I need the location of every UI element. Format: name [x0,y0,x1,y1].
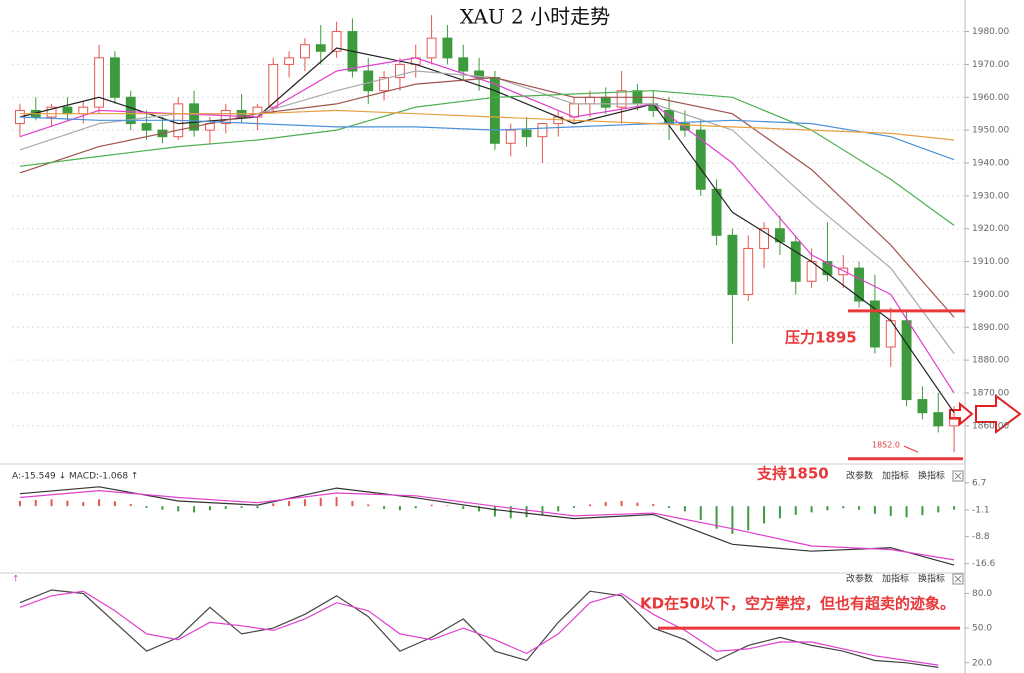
annotation: 压力1895 [785,329,857,347]
candle-body [616,90,627,108]
candle-body [62,106,73,115]
candle-body [838,267,849,276]
indicator-button[interactable]: 换指标 [918,470,945,482]
candle-body [854,267,865,302]
candle-body [521,129,532,138]
candle-body [141,123,152,131]
candle-body [474,70,485,79]
y-tick-label: 1870.00 [972,389,1009,399]
candle-body [489,77,500,144]
close-icon [954,472,962,480]
candle-body [949,418,960,427]
y-tick-label: 1890.00 [972,323,1009,333]
y-tick-label: -8.8 [972,532,990,542]
candle-body [315,44,326,52]
y-tick-label: 20.0 [972,658,992,668]
candle-body [505,129,516,144]
y-tick-label: 1960.00 [972,93,1009,103]
candle-body [901,320,912,401]
candle-body [331,31,342,52]
candle-body [458,57,469,72]
candle-body [664,109,675,125]
indicator-line [19,76,955,318]
candle-body [569,103,580,118]
y-tick-label: 1920.00 [972,224,1009,234]
candle-body [284,57,295,65]
y-tick-label: 50.0 [972,624,992,634]
low-label: 1852.0 [872,441,900,450]
y-tick-label: -1.1 [972,505,990,515]
candle-body [695,129,706,190]
y-tick-label: -16.6 [972,559,996,569]
y-tick-label: 1900.00 [972,290,1009,300]
candle-body [379,77,390,92]
candle-body [584,96,595,105]
indicator-line [19,486,955,566]
indicator-line [19,489,955,561]
candle-body [394,63,405,79]
candle-body [917,399,928,414]
indicator-button[interactable]: 改参数 [846,470,873,482]
candle-body [78,106,89,115]
candle-body [220,109,231,125]
candle-body [46,106,57,118]
y-tick-label: 1860.00 [972,421,1009,431]
y-tick-label: 1970.00 [972,60,1009,70]
candle-body [189,103,200,131]
candle-body [125,96,136,125]
indicator-button[interactable]: 换指标 [918,573,945,585]
indicator-button[interactable]: 加指标 [882,573,909,585]
candle-body [711,188,722,236]
candle-body [869,300,880,348]
candle-body [790,241,801,282]
indicator-line [19,590,939,666]
candle-body [822,261,833,276]
indicator-line [19,116,955,161]
candle-body [299,44,310,59]
arrow-icon [975,394,1022,434]
candle-body [727,234,738,295]
candle-body [363,70,374,92]
low-marker [903,445,919,453]
candle-body [743,247,754,295]
candle-body [94,57,105,108]
y-tick-label: 80.0 [972,589,992,599]
candle-body [933,412,944,427]
indicator-line [19,47,955,414]
annotation: KD在50以下，空方掌控，但也有超卖的迹象。 [640,595,955,613]
indicator-line [19,109,955,141]
candle-body [537,123,548,138]
y-tick-label: 6.7 [972,478,986,488]
candle-body [600,96,611,108]
indicator-button[interactable]: 加指标 [882,470,909,482]
y-tick-label: 1940.00 [972,159,1009,169]
indicator-header: ↑ [12,575,20,585]
indicator-button[interactable]: 改参数 [846,573,873,585]
annotation: 支持1850 [756,465,829,483]
candle-body [426,37,437,59]
y-tick-label: 1980.00 [972,27,1009,37]
indicator-header: A:-15.549 ↓ MACD:-1.068 ↑ [12,472,138,482]
y-tick-label: 1880.00 [972,356,1009,366]
candle-body [759,228,770,249]
close-icon [954,575,962,583]
y-tick-label: 1910.00 [972,257,1009,267]
chart-title: XAU 2 小时走势 [460,5,610,29]
y-tick-label: 1930.00 [972,191,1009,201]
candle-body [442,37,453,59]
indicator-line [19,589,939,668]
y-tick-label: 1950.00 [972,126,1009,136]
arrow-icon [949,401,974,427]
candle-body [109,57,120,98]
